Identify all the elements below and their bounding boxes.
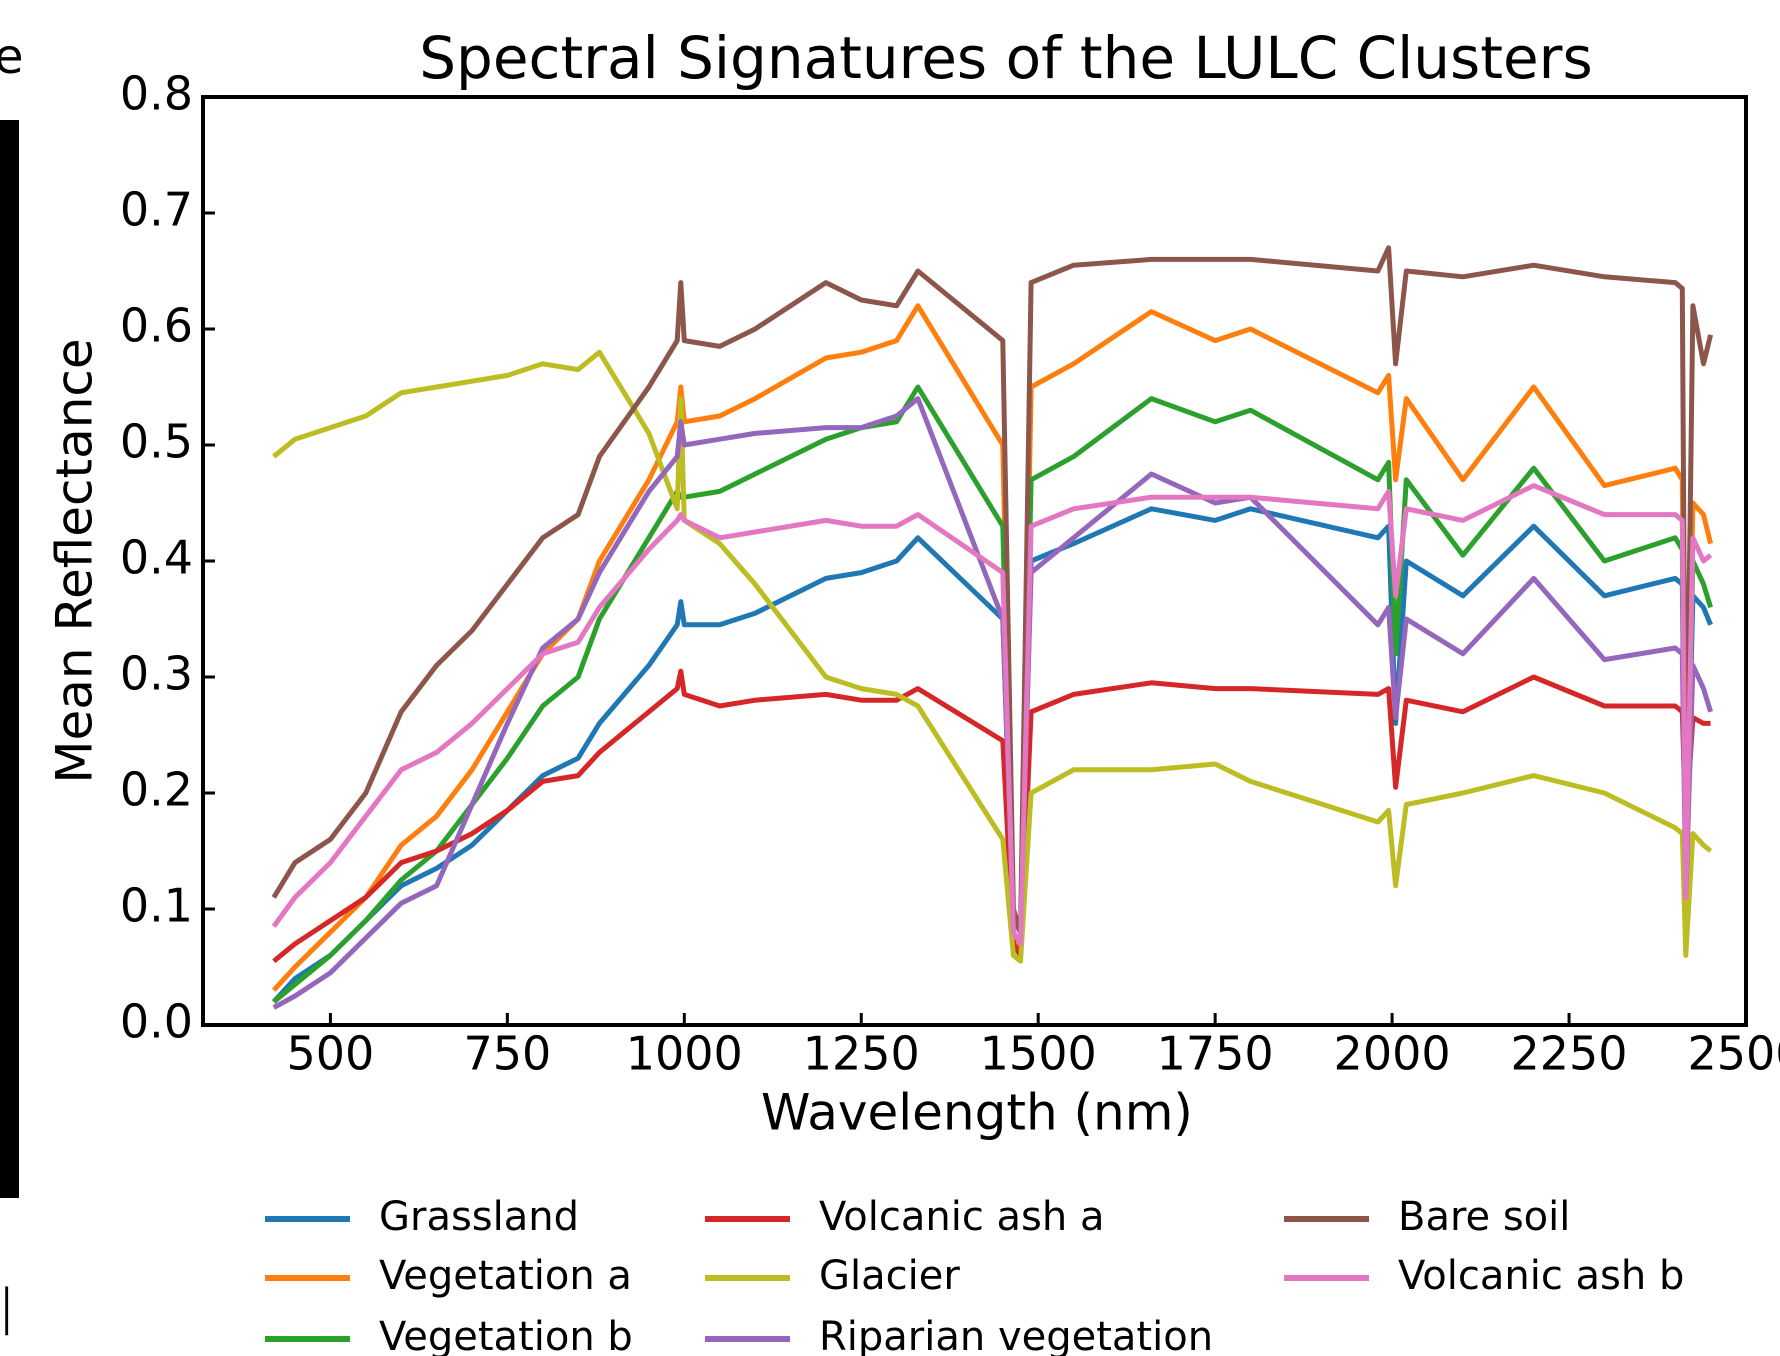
chart: e l Spectral Signatures of the LULC Clus… (0, 0, 1780, 1356)
series-line (274, 306, 1711, 990)
x-tick-label: 750 (463, 1027, 551, 1081)
x-tick-label: 1250 (803, 1027, 920, 1081)
y-tick-label: 0.2 (120, 763, 193, 817)
x-tick-label: 2250 (1511, 1027, 1628, 1081)
x-tick-label: 500 (286, 1027, 374, 1081)
legend-label: Volcanic ash b (1398, 1253, 1684, 1299)
y-axis-label: Mean Reflectance (46, 338, 104, 783)
x-axis-label: Wavelength (nm) (761, 1084, 1193, 1142)
legend-label: Glacier (819, 1253, 960, 1299)
x-tick-label: 1500 (980, 1027, 1097, 1081)
series-line (274, 352, 1711, 961)
chart-title: Spectral Signatures of the LULC Clusters (419, 24, 1593, 92)
legend-label: Riparian vegetation (819, 1314, 1213, 1356)
x-tick-label: 1000 (626, 1027, 743, 1081)
y-tick-label: 0.6 (120, 299, 193, 353)
series-line (274, 509, 1711, 1002)
y-tick-label: 0.8 (120, 67, 193, 121)
legend-label: Vegetation b (379, 1314, 633, 1356)
legend-label: Bare soil (1398, 1194, 1570, 1240)
x-tick-label: 2000 (1334, 1027, 1451, 1081)
y-tick-label: 0.7 (120, 183, 193, 237)
legend-label: Grassland (379, 1194, 579, 1240)
y-tick-label: 0.3 (120, 647, 193, 701)
series-line (274, 486, 1711, 944)
legend-label: Vegetation a (379, 1253, 632, 1299)
cropped-text: e (0, 29, 24, 85)
y-tick-label: 0.1 (120, 879, 193, 933)
y-tick-label: 0.0 (120, 995, 193, 1049)
cropped-text: l (0, 1278, 16, 1352)
legend-label: Volcanic ash a (819, 1194, 1104, 1240)
cropped-panel (0, 120, 19, 1198)
y-tick-label: 0.4 (120, 531, 193, 585)
y-tick-label: 0.5 (120, 415, 193, 469)
x-tick-label: 1750 (1157, 1027, 1274, 1081)
series-line (274, 671, 1711, 961)
